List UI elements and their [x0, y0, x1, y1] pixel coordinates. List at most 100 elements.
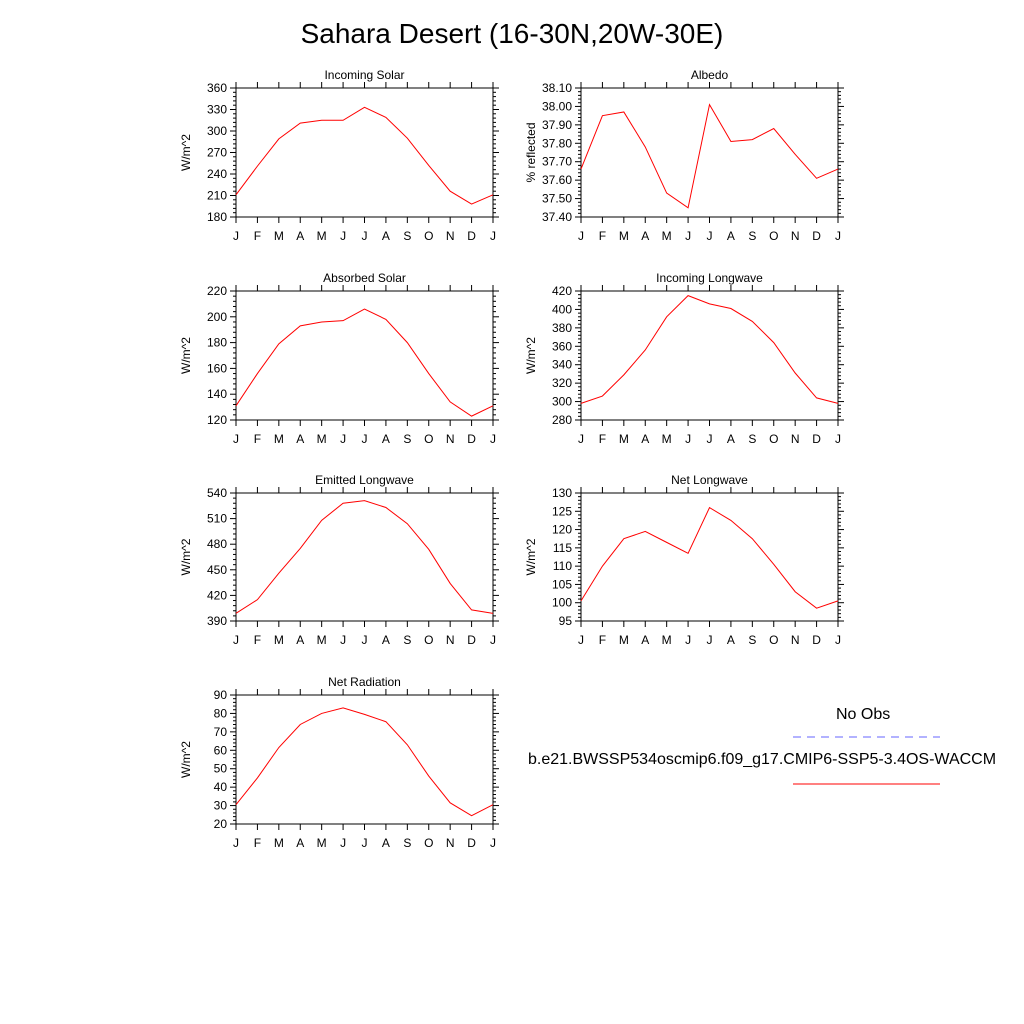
x-tick-label: J	[362, 633, 368, 647]
series-line	[235, 308, 494, 417]
y-tick-label: 300	[207, 124, 227, 138]
x-tick-label: J	[685, 229, 691, 243]
y-axis-label: W/m^2	[179, 538, 193, 575]
y-tick-label: 340	[552, 358, 572, 372]
x-tick-label: J	[490, 229, 496, 243]
series-line	[235, 707, 494, 817]
panel-title: Emitted Longwave	[315, 473, 414, 487]
y-tick-label: 100	[552, 596, 572, 610]
panel-5: Emitted Longwave W/m^2 390 420 450 480 510 540 J…	[179, 473, 499, 647]
y-tick-label: 400	[552, 302, 572, 316]
x-tick-label: N	[446, 229, 455, 243]
series-line	[580, 295, 839, 404]
x-tick-label: J	[233, 229, 239, 243]
x-tick-label: D	[467, 633, 476, 647]
x-tick-label: J	[685, 633, 691, 647]
y-tick-label: 280	[552, 413, 572, 427]
y-tick-label: 360	[207, 81, 227, 95]
x-tick-label: S	[748, 432, 756, 446]
y-tick-label: 37.40	[542, 210, 572, 224]
y-tick-label: 37.90	[542, 118, 572, 132]
x-tick-label: A	[382, 432, 390, 446]
y-tick-label: 220	[207, 284, 227, 298]
x-tick-label: S	[403, 633, 411, 647]
x-tick-label: J	[340, 229, 346, 243]
x-tick-label: A	[727, 633, 735, 647]
y-axis-label: W/m^2	[179, 741, 193, 778]
y-tick-label: 125	[552, 504, 572, 518]
y-tick-label: 180	[207, 336, 227, 350]
y-tick-label: 60	[214, 743, 228, 757]
y-tick-label: 390	[207, 614, 227, 628]
y-tick-label: 510	[207, 512, 227, 526]
x-tick-label: N	[791, 633, 800, 647]
x-tick-label: A	[296, 432, 304, 446]
y-tick-label: 210	[207, 189, 227, 203]
x-tick-label: O	[424, 229, 433, 243]
y-tick-label: 480	[207, 537, 227, 551]
y-axis-label: % reflected	[524, 122, 538, 182]
y-tick-label: 120	[207, 413, 227, 427]
y-axis-label: W/m^2	[179, 337, 193, 374]
plot-frame	[235, 492, 494, 622]
page-title: Sahara Desert (16-30N,20W-30E)	[300, 18, 724, 49]
y-tick-label: 115	[553, 541, 572, 555]
x-tick-label: M	[619, 229, 629, 243]
x-tick-label: O	[424, 633, 433, 647]
x-tick-label: J	[578, 633, 584, 647]
panel-6: Net Longwave W/m^2 95 100 105 110 115 120 125 130…	[524, 473, 844, 647]
x-tick-label: J	[340, 432, 346, 446]
x-tick-label: M	[662, 229, 672, 243]
y-axis-label: W/m^2	[524, 538, 538, 575]
x-tick-label: J	[835, 633, 841, 647]
x-tick-label: J	[707, 229, 713, 243]
x-tick-label: F	[599, 432, 606, 446]
y-tick-label: 320	[552, 376, 572, 390]
x-tick-label: J	[490, 432, 496, 446]
legend-label-obs: No Obs	[836, 706, 891, 723]
x-tick-label: D	[467, 229, 476, 243]
y-tick-label: 105	[552, 577, 572, 591]
plot-frame	[580, 87, 839, 218]
x-tick-label: N	[446, 432, 455, 446]
y-tick-label: 270	[207, 146, 227, 160]
x-tick-label: A	[641, 432, 649, 446]
x-tick-label: A	[727, 229, 735, 243]
plot-frame	[235, 290, 494, 421]
x-tick-label: A	[641, 229, 649, 243]
x-tick-label: M	[619, 633, 629, 647]
x-tick-label: M	[274, 836, 284, 850]
x-tick-label: S	[403, 432, 411, 446]
x-tick-label: D	[467, 836, 476, 850]
y-tick-label: 160	[207, 361, 227, 375]
panel-1: Incoming Solar W/m^2 180 210 240 270 300 330 360…	[179, 68, 499, 243]
y-tick-label: 38.10	[542, 81, 572, 95]
panel-2: Albedo % reflected 37.40 37.50 37.60 37.70 37.…	[524, 68, 844, 243]
x-tick-label: F	[254, 633, 261, 647]
series-line	[235, 106, 494, 205]
x-tick-label: J	[340, 633, 346, 647]
x-tick-label: A	[296, 229, 304, 243]
x-tick-label: M	[317, 836, 327, 850]
x-tick-label: M	[317, 229, 327, 243]
panel-title: Incoming Longwave	[656, 271, 763, 285]
panel-title: Net Radiation	[328, 675, 401, 689]
x-tick-label: M	[274, 432, 284, 446]
x-tick-label: F	[254, 432, 261, 446]
legend-label-model: b.e21.BWSSP534oscmip6.f09_g17.CMIP6-SSP5…	[528, 751, 997, 768]
x-tick-label: S	[748, 633, 756, 647]
x-tick-label: A	[727, 432, 735, 446]
x-tick-label: S	[403, 229, 411, 243]
y-tick-label: 380	[552, 321, 572, 335]
y-tick-label: 50	[214, 762, 228, 776]
y-tick-label: 80	[214, 706, 228, 720]
x-tick-label: D	[812, 432, 821, 446]
plot-frame	[580, 290, 839, 421]
x-tick-label: O	[424, 432, 433, 446]
x-tick-label: N	[791, 432, 800, 446]
x-tick-label: N	[791, 229, 800, 243]
y-tick-label: 120	[552, 523, 572, 537]
x-tick-label: J	[233, 633, 239, 647]
